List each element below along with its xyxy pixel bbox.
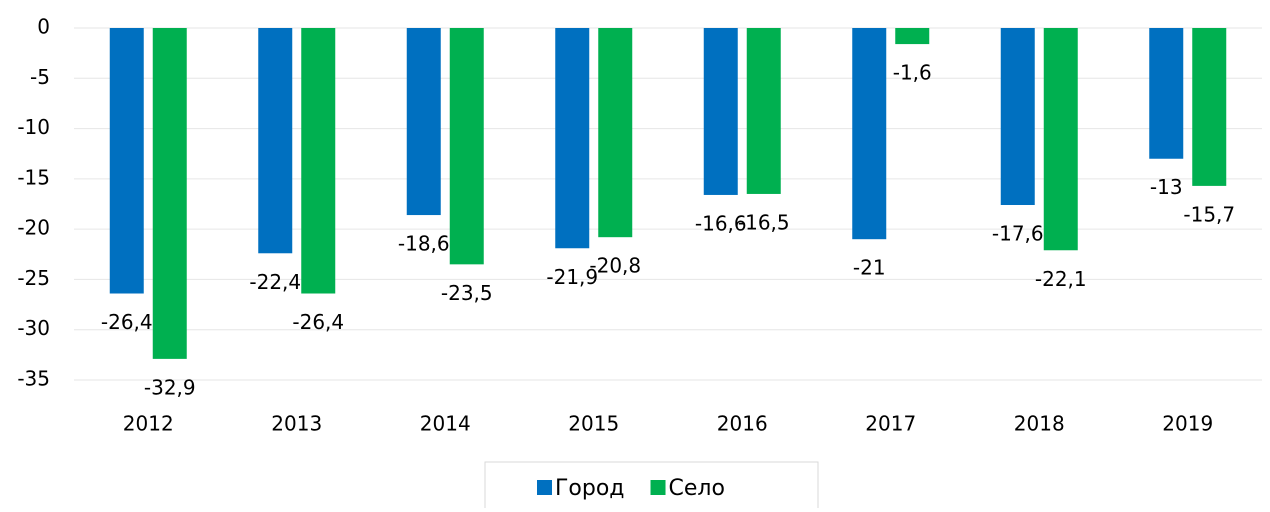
x-tick-label: 2018: [1014, 412, 1065, 436]
legend-swatch: [650, 480, 666, 495]
bar: [598, 28, 633, 238]
bar: [301, 28, 336, 294]
value-label: -23,5: [441, 281, 493, 305]
y-tick-label: 0: [37, 15, 50, 39]
value-label: -17,6: [992, 222, 1044, 246]
value-label: -13: [1150, 175, 1183, 199]
bar: [1192, 28, 1227, 186]
value-label: -32,9: [144, 375, 196, 399]
x-tick-label: 2019: [1162, 412, 1213, 436]
y-tick-label: -35: [17, 367, 50, 391]
x-tick-label: 2017: [865, 412, 916, 436]
y-tick-label: -5: [30, 65, 50, 89]
bar: [1000, 28, 1035, 206]
value-label: -21,9: [546, 265, 598, 289]
value-label: -22,4: [249, 270, 301, 294]
bar: [109, 28, 144, 294]
y-tick-label: -25: [17, 266, 50, 290]
x-tick-label: 2013: [271, 412, 322, 436]
bar: [258, 28, 293, 254]
value-label: -26,4: [292, 310, 344, 334]
x-tick-label: 2015: [568, 412, 619, 436]
bar: [703, 28, 738, 195]
y-tick-label: -15: [17, 165, 50, 189]
bar: [449, 28, 484, 265]
value-label: -22,1: [1035, 267, 1087, 291]
bar: [555, 28, 590, 249]
x-tick-label: 2016: [717, 412, 768, 436]
bar: [746, 28, 781, 194]
legend-swatch: [537, 480, 552, 495]
value-label: -15,7: [1183, 202, 1235, 226]
bar: [1043, 28, 1078, 251]
value-label: -20,8: [589, 254, 641, 278]
y-tick-label: -30: [17, 316, 50, 340]
value-label: -18,6: [398, 232, 450, 256]
value-label: -21: [853, 256, 886, 280]
bar: [1149, 28, 1184, 159]
bar: [895, 28, 930, 45]
value-label: -16,5: [738, 210, 790, 234]
bar: [852, 28, 887, 240]
x-tick-label: 2012: [123, 412, 174, 436]
legend-label: Село: [669, 476, 725, 501]
value-label: -1,6: [893, 61, 932, 85]
y-tick-label: -10: [17, 115, 50, 139]
x-tick-label: 2014: [420, 412, 471, 436]
y-tick-label: -20: [17, 216, 50, 240]
bar: [152, 28, 187, 359]
value-label: -26,4: [101, 310, 153, 334]
legend-label: Город: [555, 476, 625, 501]
value-label: -16,6: [695, 211, 747, 235]
bar: [406, 28, 441, 216]
